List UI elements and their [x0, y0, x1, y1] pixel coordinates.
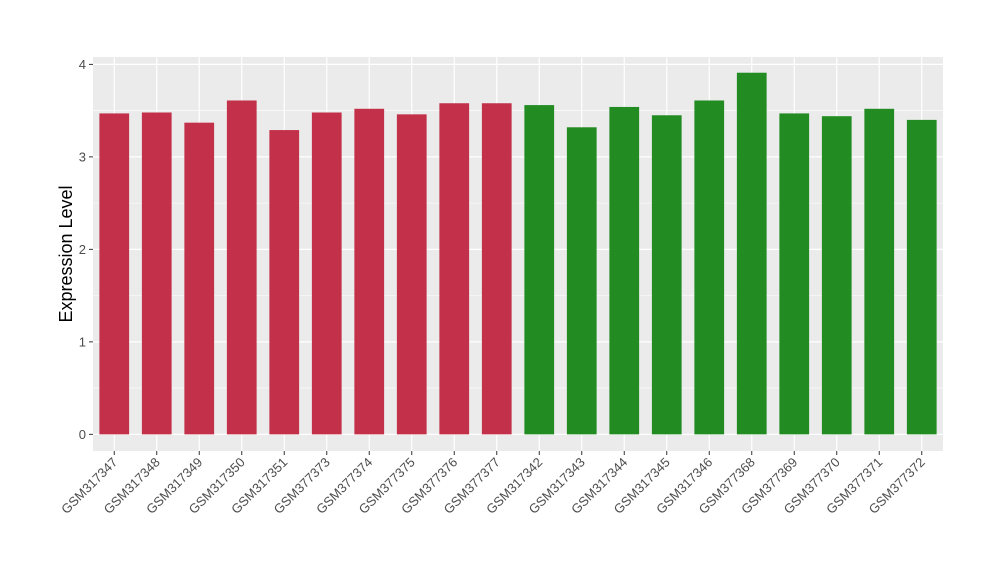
bar-gsm317347 [99, 113, 130, 435]
bar-gsm377369 [779, 113, 810, 435]
y-tick-label: 4 [79, 57, 86, 72]
bar-gsm377372 [906, 119, 937, 435]
bar-gsm317348 [141, 112, 172, 435]
bar-gsm377370 [821, 116, 852, 435]
y-tick-label: 1 [79, 334, 86, 349]
bar-gsm317343 [566, 127, 597, 435]
bar-gsm377371 [864, 108, 895, 435]
bar-gsm377377 [481, 103, 512, 435]
bar-gsm317342 [524, 105, 555, 435]
bar-gsm317344 [609, 106, 640, 435]
plot-panel [93, 57, 943, 451]
bar-gsm377376 [439, 103, 470, 435]
y-axis: 0 1 2 3 4 [79, 57, 93, 442]
y-tick-label: 0 [79, 427, 86, 442]
y-tick-label: 3 [79, 149, 86, 164]
bar-gsm377368 [736, 72, 767, 435]
bar-gsm317346 [694, 100, 725, 435]
bar-gsm377373 [311, 112, 342, 435]
bar-gsm317349 [184, 122, 215, 435]
bar-gsm377374 [354, 108, 385, 435]
bar-gsm377375 [396, 114, 427, 435]
y-tick-label: 2 [79, 242, 86, 257]
x-axis: GSM317347GSM317348GSM317349GSM317350GSM3… [58, 451, 928, 517]
bar-gsm317345 [651, 115, 682, 435]
bar-gsm317350 [226, 100, 257, 435]
y-axis-title: Expression Level [56, 185, 76, 322]
bar-gsm317351 [269, 130, 300, 435]
bars [99, 72, 937, 435]
